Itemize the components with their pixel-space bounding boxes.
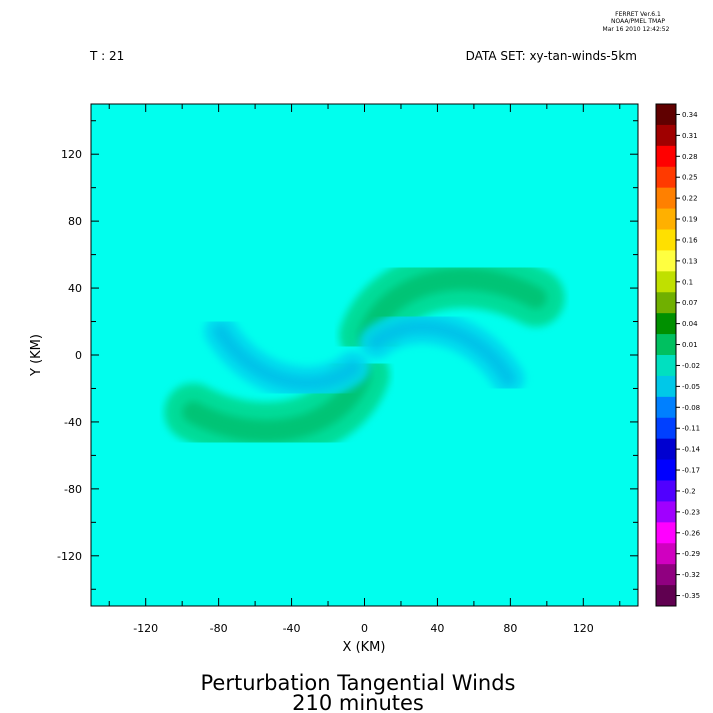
colorbar-swatch [656,145,676,168]
colorbar-label: -0.32 [682,571,700,579]
axis-ticks [91,104,638,606]
ferret-stamp-line3: Mar 16 2010 12:42:52 [603,26,670,33]
colorbar-swatch [656,166,676,189]
colorbar-label: -0.08 [682,404,700,412]
colorbar-swatch [656,438,676,461]
time-label: T : 21 [89,49,124,63]
colorbar-label: -0.23 [682,508,700,516]
colorbar-frame [655,103,677,607]
spiral-arm-core-positive-1 [182,363,372,442]
colorbar-swatch [656,564,676,586]
colorbar-label: 0.04 [682,320,698,328]
colorbar-swatch [656,459,676,481]
y-axis-label: Y (KM) [29,334,44,377]
x-tick-label: -80 [210,622,228,635]
x-tick-label: -40 [283,622,301,635]
colorbar-label: -0.29 [682,550,700,558]
colorbar-swatch [656,480,676,502]
y-tick-label: 80 [68,215,82,228]
chart-title: Perturbation Tangential Winds [201,671,516,695]
colorbar-label: -0.05 [682,383,700,391]
colorbar: 0.34 0.31 0.28 0.25 0.22 0.19 0.16 0.13 0.1 0.07 0… [655,103,701,607]
colorbar-swatch [656,250,676,272]
y-tick-label: 0 [75,349,82,362]
colorbar-label: -0.02 [682,362,700,370]
colorbar-label: 0.07 [682,299,698,307]
colorbar-swatch [656,585,676,607]
colorbar-label: -0.14 [682,446,701,454]
ferret-stamp-line1: FERRET Ver.6.1 [615,11,661,18]
colorbar-swatch [656,313,676,335]
colorbar-swatch [656,229,676,251]
colorbar-swatch [656,292,676,314]
colorbar-label: 0.13 [682,257,698,265]
x-tick-label: 0 [361,622,368,635]
plot-area [90,103,639,607]
colorbar-swatch [656,208,676,230]
colorbar-swatch [656,271,676,293]
spiral-arm-core-positive-0 [357,268,547,347]
colorbar-swatch [656,417,676,440]
colorbar-swatch [656,124,676,147]
colorbar-label: -0.2 [682,487,696,495]
colorbar-label: 0.31 [682,132,698,140]
colorbar-swatch [656,501,676,523]
colorbar-swatch [656,187,676,210]
y-tick-label: -80 [64,483,82,496]
colorbar-label: -0.11 [682,425,700,433]
colorbar-label: 0.16 [682,236,698,244]
x-tick-label: 40 [430,622,444,635]
colorbar-label: 0.28 [682,153,698,161]
chart-subtitle: 210 minutes [292,691,424,713]
colorbar-label: 0.19 [682,216,698,224]
spiral-field [164,250,565,460]
x-tick-label: -120 [133,622,158,635]
y-tick-label: -120 [57,550,82,563]
spiral-arm-core-negative-3 [213,324,360,390]
colorbar-label: 0.34 [682,111,698,119]
x-axis-label: X (KM) [343,640,386,655]
dataset-label: DATA SET: xy-tan-winds-5km [466,49,637,63]
y-tick-label: 40 [68,282,82,295]
x-tick-label: 120 [573,622,594,635]
y-tick-label: 120 [61,148,82,161]
x-tick-label: 80 [503,622,517,635]
colorbar-swatch [656,104,676,126]
spiral-arm-core-negative-2 [369,320,516,386]
colorbar-swatch [656,522,676,544]
y-tick-label: -40 [64,416,82,429]
colorbar-label: -0.26 [682,529,701,537]
colorbar-label: -0.17 [682,467,700,475]
colorbar-label: 0.01 [682,341,698,349]
colorbar-swatch [656,375,676,398]
colorbar-swatch [656,355,676,377]
colorbar-label: 0.25 [682,174,698,182]
colorbar-label: -0.35 [682,592,700,600]
colorbar-swatch [656,334,676,356]
colorbar-swatch [656,543,676,565]
colorbar-label: 0.1 [682,278,693,286]
colorbar-label: 0.22 [682,195,698,203]
ferret-stamp-line2: NOAA/PMEL TMAP [611,18,665,25]
colorbar-swatch [656,396,676,419]
